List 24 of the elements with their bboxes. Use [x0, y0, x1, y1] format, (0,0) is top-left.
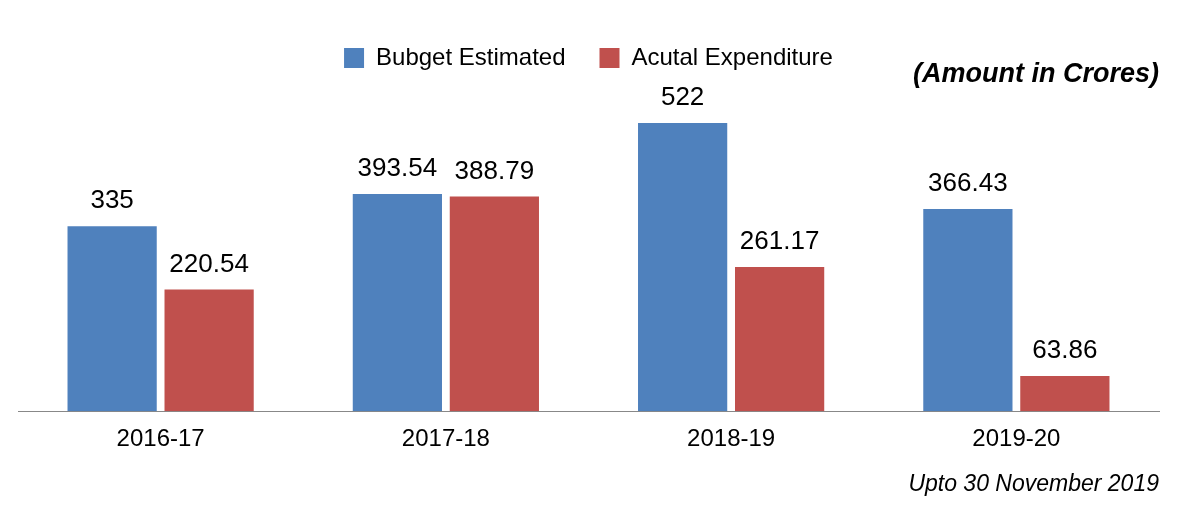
- legend-label: Bubget Estimated: [376, 42, 566, 70]
- bar: [1020, 375, 1110, 412]
- data-label: 522: [660, 81, 705, 112]
- x-tick-label: 2018-19: [687, 424, 776, 452]
- data-label: 335: [90, 184, 134, 215]
- x-tick-label: 2016-17: [116, 424, 205, 452]
- data-label: 388.79: [454, 154, 535, 185]
- data-label: 261.17: [739, 225, 820, 256]
- data-label: 393.54: [357, 152, 438, 183]
- bar: [735, 267, 825, 412]
- bar: [923, 208, 1013, 412]
- legend-label: Acutal Expenditure: [631, 42, 833, 70]
- bar: [352, 193, 442, 412]
- bar: [638, 123, 728, 412]
- x-tick-label: 2017-18: [401, 424, 490, 452]
- bar: [67, 226, 157, 412]
- text: Upto 30 November 2019: [908, 469, 1160, 496]
- data-label: 366.43: [928, 167, 1008, 198]
- data-label: 63.86: [1032, 334, 1098, 365]
- bar: [164, 289, 254, 412]
- text: (Amount in Crores): [913, 57, 1159, 88]
- x-tick-label: 2019-20: [972, 424, 1061, 452]
- data-label: 220.54: [169, 247, 249, 278]
- bar: [449, 196, 539, 412]
